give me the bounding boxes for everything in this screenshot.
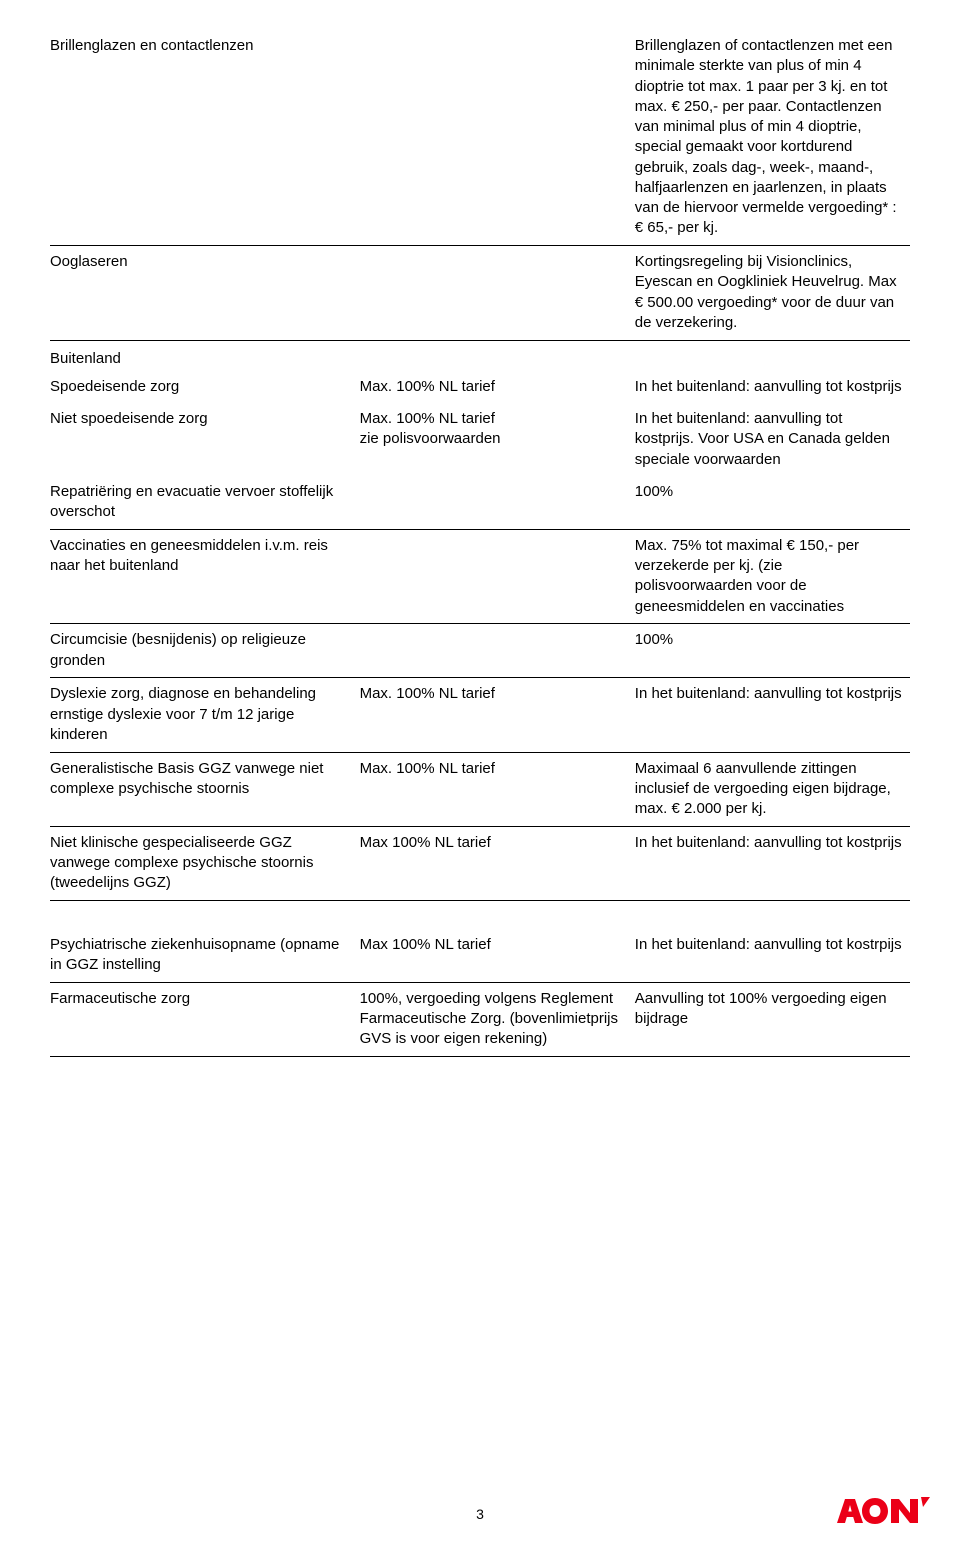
cell-label: Psychiatrische ziekenhuisopname (opname … <box>50 929 360 982</box>
table-row: Dyslexie zorg, diagnose en behandeling e… <box>50 678 910 751</box>
cell-coverage: In het buitenland: aanvulling tot kostpr… <box>635 371 910 403</box>
cell-tariff <box>360 624 635 677</box>
cell-coverage: In het buitenland: aanvulling tot kostpr… <box>635 678 910 751</box>
table-row: Spoedeisende zorg Max. 100% NL tarief In… <box>50 371 910 403</box>
aon-logo <box>835 1495 930 1527</box>
cell-tariff <box>360 476 635 529</box>
cell-label: Vaccinaties en geneesmiddelen i.v.m. rei… <box>50 529 360 623</box>
cell-tariff: 100%, vergoeding volgens Reglement Farma… <box>360 982 635 1055</box>
table-row: Vaccinaties en geneesmiddelen i.v.m. rei… <box>50 529 910 623</box>
table-row: Repatriëring en evacuatie vervoer stoffe… <box>50 476 910 529</box>
cell-label: Repatriëring en evacuatie vervoer stoffe… <box>50 476 360 529</box>
cell-tariff <box>360 529 635 623</box>
cell-tariff: Max. 100% NL tarief <box>360 371 635 403</box>
cell-label: Brillenglazen en contactlenzen <box>50 30 360 245</box>
table-row: Niet klinische gespecialiseerde GGZ vanw… <box>50 826 910 899</box>
cell-section: Buitenland <box>50 340 360 371</box>
cell-label: Spoedeisende zorg <box>50 371 360 403</box>
cell-coverage: Aanvulling tot 100% vergoeding eigen bij… <box>635 982 910 1055</box>
cell-tariff <box>360 30 635 245</box>
section-header-row: Buitenland <box>50 340 910 371</box>
cell-coverage: Kortingsregeling bij Visionclinics, Eyes… <box>635 246 910 340</box>
table-row: Farmaceutische zorg 100%, vergoeding vol… <box>50 982 910 1055</box>
row-divider <box>50 1055 910 1056</box>
cell-coverage: Max. 75% tot maximal € 150,- per verzeke… <box>635 529 910 623</box>
cell-label: Generalistische Basis GGZ vanwege niet c… <box>50 752 360 825</box>
table-row: Niet spoedeisende zorg Max. 100% NL tari… <box>50 403 910 476</box>
cell-tariff <box>360 246 635 340</box>
cell-coverage: 100% <box>635 476 910 529</box>
cell-label: Niet klinische gespecialiseerde GGZ vanw… <box>50 826 360 899</box>
table-row: Psychiatrische ziekenhuisopname (opname … <box>50 929 910 982</box>
cell-label: Ooglaseren <box>50 246 360 340</box>
cell-coverage: 100% <box>635 624 910 677</box>
cell-tariff-line1: Max. 100% NL tarief <box>360 410 495 427</box>
cell-coverage: Brillenglazen of contactlenzen met een m… <box>635 30 910 245</box>
cell-coverage: In het buitenland: aanvulling tot kostrp… <box>635 929 910 982</box>
table-row: Circumcisie (besnijdenis) op religieuze … <box>50 624 910 677</box>
cell-tariff: Max 100% NL tarief <box>360 929 635 982</box>
document-page: Brillenglazen en contactlenzen Brillengl… <box>0 0 960 1542</box>
page-number: 3 <box>0 1506 960 1522</box>
cell-tariff: Max. 100% NL tarief zie polisvoorwaarden <box>360 403 635 476</box>
table-row: Brillenglazen en contactlenzen Brillengl… <box>50 30 910 245</box>
table-row: Ooglaseren Kortingsregeling bij Visioncl… <box>50 246 910 340</box>
table-row: Generalistische Basis GGZ vanwege niet c… <box>50 752 910 825</box>
cell-label: Farmaceutische zorg <box>50 982 360 1055</box>
cell-coverage: In het buitenland: aanvulling tot kostpr… <box>635 826 910 899</box>
cell-tariff: Max 100% NL tarief <box>360 826 635 899</box>
cell-coverage: In het buitenland: aanvulling tot kostpr… <box>635 403 910 476</box>
benefits-table: Brillenglazen en contactlenzen Brillengl… <box>50 30 910 1057</box>
cell-tariff: Max. 100% NL tarief <box>360 752 635 825</box>
cell-label: Dyslexie zorg, diagnose en behandeling e… <box>50 678 360 751</box>
cell-tariff: Max. 100% NL tarief <box>360 678 635 751</box>
cell-label: Circumcisie (besnijdenis) op religieuze … <box>50 624 360 677</box>
cell-label: Niet spoedeisende zorg <box>50 403 360 476</box>
cell-tariff-line2: zie polisvoorwaarden <box>360 430 501 447</box>
cell-coverage: Maximaal 6 aanvullende zittingen inclusi… <box>635 752 910 825</box>
